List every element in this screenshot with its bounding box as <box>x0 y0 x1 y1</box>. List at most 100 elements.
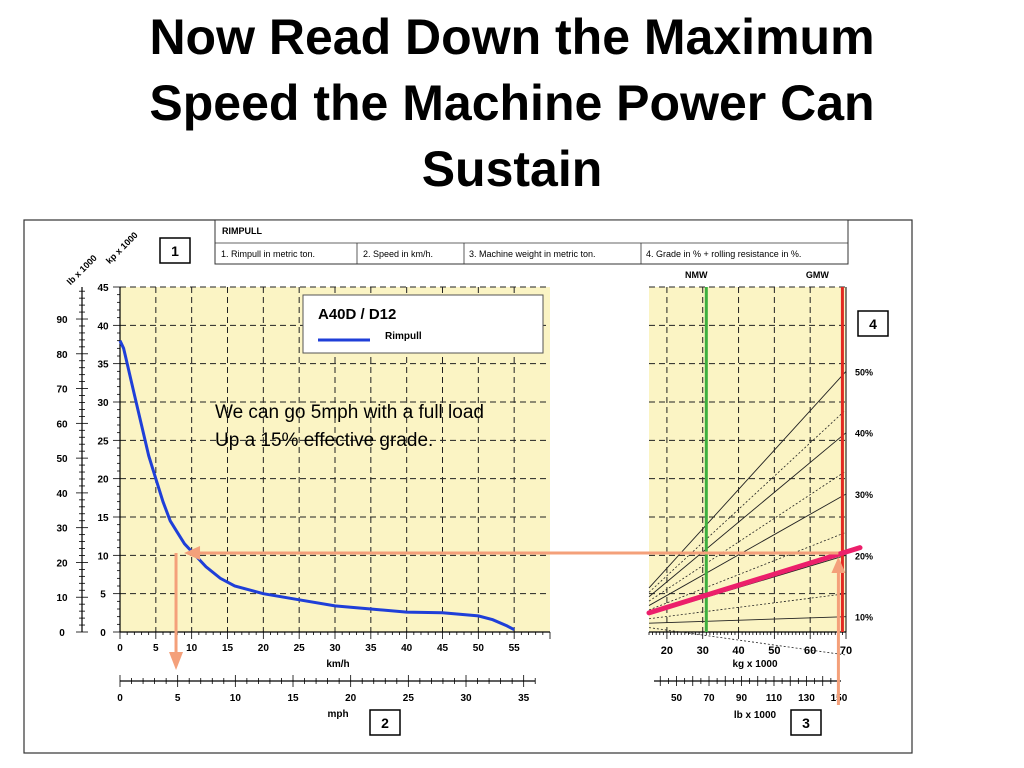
step-box-1: 1 <box>159 237 191 264</box>
mph-axis-label: mph <box>327 709 348 720</box>
mph-tick-label-0: 0 <box>117 693 123 704</box>
kg-tick-label-40: 40 <box>732 645 744 657</box>
reading-guides <box>169 546 846 705</box>
title-line-2: Speed the Machine Power Can <box>149 75 875 131</box>
lb-weight-tick-label-50: 50 <box>671 693 683 704</box>
header-strip: RIMPULL 1. Rimpull in metric ton. 2. Spe… <box>214 219 849 265</box>
kmh-tick-label-5: 5 <box>153 643 159 654</box>
kmh-tick-label-40: 40 <box>401 643 413 654</box>
mph-tick-label-5: 5 <box>175 693 181 704</box>
kg-axis-label: kg x 1000 <box>732 659 777 670</box>
lb-weight-tick-label-90: 90 <box>736 693 748 704</box>
lb-tick-label-50: 50 <box>56 454 68 465</box>
lb-tick-label-40: 40 <box>56 489 68 500</box>
kg-tick-label-70: 70 <box>840 645 852 657</box>
kp-tick-label-30: 30 <box>97 398 109 409</box>
grade-line-dotted-5 <box>648 627 847 656</box>
guide-down-arrowhead <box>169 652 184 670</box>
km-h-axis-label: km/h <box>326 659 349 670</box>
lb-weight-tick-label-130: 130 <box>798 693 815 704</box>
effective-grade-line <box>646 545 863 616</box>
kp-tick-label-5: 5 <box>100 590 106 601</box>
kp-tick-label-20: 20 <box>97 475 109 486</box>
kmh-tick-label-30: 30 <box>329 643 341 654</box>
mph-tick-label-20: 20 <box>345 693 357 704</box>
guide-left-arrowhead <box>184 546 201 561</box>
mph-tick-label-15: 15 <box>287 693 299 704</box>
kmh-tick-label-50: 50 <box>473 643 485 654</box>
kmh-tick-label-45: 45 <box>437 643 449 654</box>
rimpull-curve <box>118 340 515 632</box>
kmh-tick-label-55: 55 <box>509 643 521 654</box>
step-box-1-label: 1 <box>171 243 179 259</box>
kg-tick-label-50: 50 <box>768 645 780 657</box>
step-box-2: 2 <box>369 709 401 736</box>
header-step-1: 1. Rimpull in metric ton. <box>221 249 315 259</box>
kmh-tick-label-20: 20 <box>258 643 270 654</box>
kp-tick-label-10: 10 <box>97 551 109 562</box>
title-line-1: Now Read Down the Maximum <box>149 9 875 65</box>
lb-tick-label-30: 30 <box>56 524 68 535</box>
rimpull-plot-grid <box>120 286 550 632</box>
grade-line-dotted-15 <box>648 593 847 620</box>
mph-tick-label-10: 10 <box>230 693 242 704</box>
header-step-4: 4. Grade in % + rolling resistance in %. <box>646 249 801 259</box>
lb-weight-tick-label-110: 110 <box>766 693 783 704</box>
header-frame <box>214 219 849 265</box>
lb-tick-label-0: 0 <box>59 628 65 639</box>
kg-tick-label-30: 30 <box>697 645 709 657</box>
title-line-3: Sustain <box>421 141 603 197</box>
kmh-tick-label-10: 10 <box>186 643 198 654</box>
lb-tick-label-10: 10 <box>56 593 68 604</box>
guide-up-arrowhead <box>831 557 846 574</box>
grade-line-dotted-45 <box>648 409 847 593</box>
kp-tick-label-25: 25 <box>97 436 109 447</box>
lb-weight-tick-label-70: 70 <box>703 693 715 704</box>
nmw-label: NMW <box>685 270 708 280</box>
header-step-3: 3. Machine weight in metric ton. <box>469 249 596 259</box>
kp-tick-label-0: 0 <box>100 628 106 639</box>
mph-tick-label-35: 35 <box>518 693 530 704</box>
grade-line-10 <box>648 616 847 624</box>
step-box-4-label: 4 <box>869 316 877 332</box>
header-heading: RIMPULL <box>222 226 262 236</box>
slide-title: Now Read Down the Maximum Speed the Mach… <box>0 0 1024 202</box>
chart-legend: A40D / D12 Rimpull <box>302 294 544 354</box>
step-box-3: 3 <box>790 709 822 736</box>
grade-line-30 <box>648 493 847 606</box>
kmh-tick-label-25: 25 <box>294 643 306 654</box>
kmh-tick-label-35: 35 <box>365 643 377 654</box>
gmw-label: GMW <box>806 270 829 280</box>
kg-tick-label-60: 60 <box>804 645 816 657</box>
grade-label-40: 40% <box>855 429 873 439</box>
legend-frame <box>302 294 544 354</box>
grade-label-20: 20% <box>855 551 873 561</box>
lb-tick-label-70: 70 <box>56 385 68 396</box>
header-step-2: 2. Speed in km/h. <box>363 249 433 259</box>
lb-tick-label-60: 60 <box>56 419 68 430</box>
weight-grade-panel: 203040506070507090110130150 NMW GMW 50% … <box>646 270 873 704</box>
step-box-2-label: 2 <box>381 715 389 731</box>
mph-tick-label-25: 25 <box>403 693 415 704</box>
grade-label-30: 30% <box>855 490 873 500</box>
kp-tick-label-40: 40 <box>97 321 109 332</box>
grade-line-dotted-25 <box>648 531 847 611</box>
grade-line-40 <box>648 432 847 598</box>
kmh-tick-label-15: 15 <box>222 643 234 654</box>
annotation-line-2: Up a 15% effective grade. <box>215 430 433 451</box>
kg-tick-label-20: 20 <box>661 645 673 657</box>
step-box-4: 4 <box>857 310 889 337</box>
lb-tick-label-80: 80 <box>56 350 68 361</box>
kp-tick-label-15: 15 <box>97 513 109 524</box>
grade-labels: 50% 40% 30% 20% 10% <box>855 367 873 622</box>
kmh-tick-label-0: 0 <box>117 643 123 654</box>
kp-tick-label-35: 35 <box>97 360 109 371</box>
step-box-3-label: 3 <box>802 715 810 731</box>
kp-tick-label-45: 45 <box>97 283 109 294</box>
legend-entry: Rimpull <box>385 331 422 342</box>
lb-tick-label-90: 90 <box>56 315 68 326</box>
grade-label-50: 50% <box>855 367 873 377</box>
grade-line-dotted-35 <box>648 470 847 602</box>
